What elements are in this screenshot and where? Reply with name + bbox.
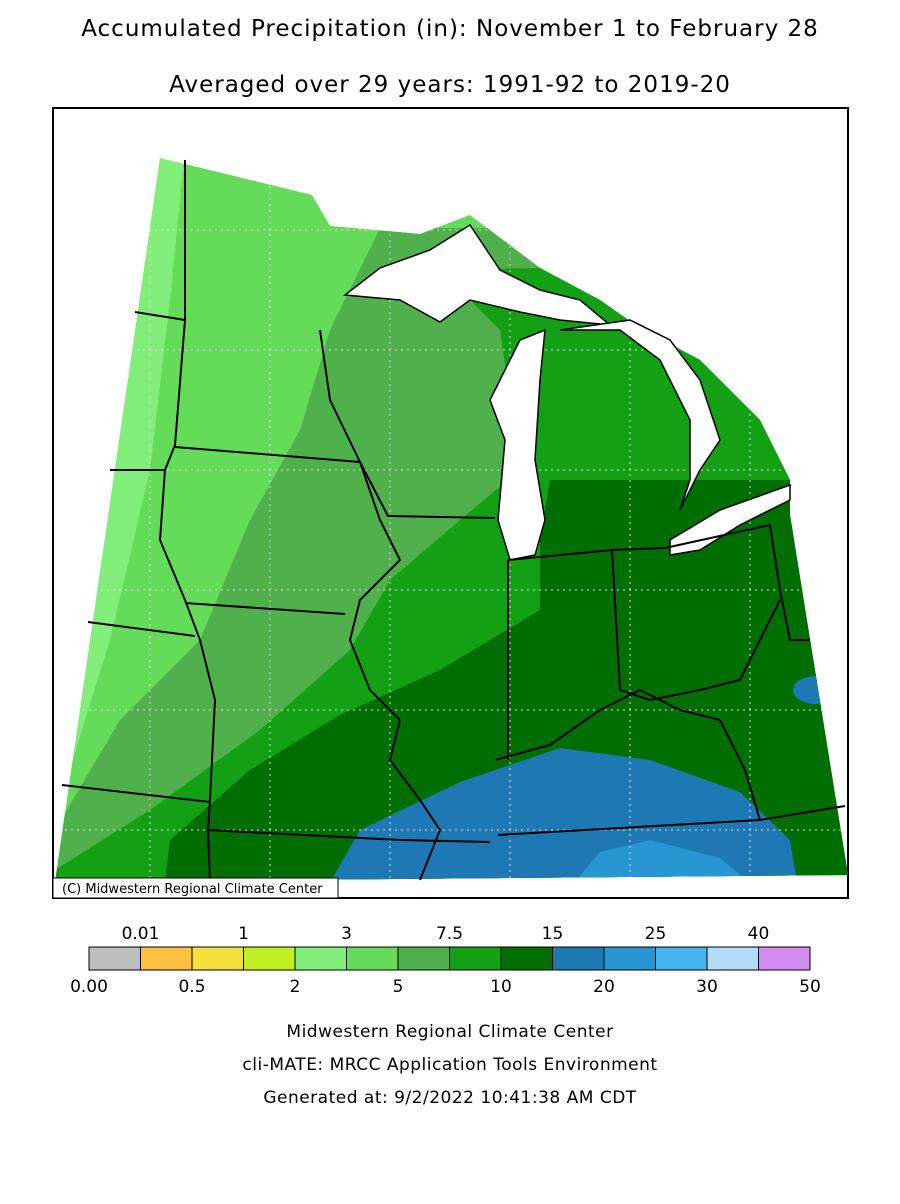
legend-swatch — [552, 946, 605, 971]
legend-label: 0.5 — [178, 977, 205, 997]
legend-swatch — [294, 946, 347, 971]
legend-swatch — [449, 946, 502, 971]
footer-line: Midwestern Regional Climate Center — [286, 1022, 613, 1042]
legend: 0.01 1 3 7.5 15 25 400.00 0.5 2 5 10 20 30 50 — [70, 924, 821, 997]
legend-label: 50 — [799, 977, 821, 997]
legend-label: 15 — [542, 924, 564, 944]
title: Accumulated Precipitation (in): November… — [81, 16, 819, 42]
legend-label: 25 — [645, 924, 667, 944]
legend-swatch — [88, 946, 141, 971]
legend-swatch — [603, 946, 656, 971]
legend-label: 5 — [393, 977, 404, 997]
legend-label: 2 — [290, 977, 301, 997]
legend-swatch — [758, 946, 811, 971]
legend-label: 10 — [490, 977, 512, 997]
footer-line: Generated at: 9/2/2022 10:41:38 AM CDT — [263, 1088, 636, 1108]
legend-swatch — [346, 946, 399, 971]
legend-label: 0.00 — [70, 977, 108, 997]
credit: (C) Midwestern Regional Climate Center — [62, 882, 323, 897]
legend-label: 0.01 — [122, 924, 160, 944]
legend-label: 7.5 — [436, 924, 463, 944]
legend-swatch — [655, 946, 708, 971]
legend-swatch — [243, 946, 296, 971]
legend-label: 3 — [341, 924, 352, 944]
legend-label: 20 — [593, 977, 615, 997]
legend-swatch — [500, 946, 553, 971]
legend-label: 1 — [238, 924, 249, 944]
legend-swatch — [397, 946, 450, 971]
footer-line: cli-MATE: MRCC Application Tools Environ… — [242, 1055, 657, 1075]
legend-swatch — [140, 946, 193, 971]
credit-box — [52, 877, 339, 899]
legend-label: 40 — [748, 924, 770, 944]
legend-swatch — [191, 946, 244, 971]
subtitle: Averaged over 29 years: 1991-92 to 2019-… — [169, 72, 731, 98]
legend-swatch — [706, 946, 759, 971]
map: (C) Midwestern Regional Climate Center — [52, 107, 849, 899]
legend-label: 30 — [696, 977, 718, 997]
